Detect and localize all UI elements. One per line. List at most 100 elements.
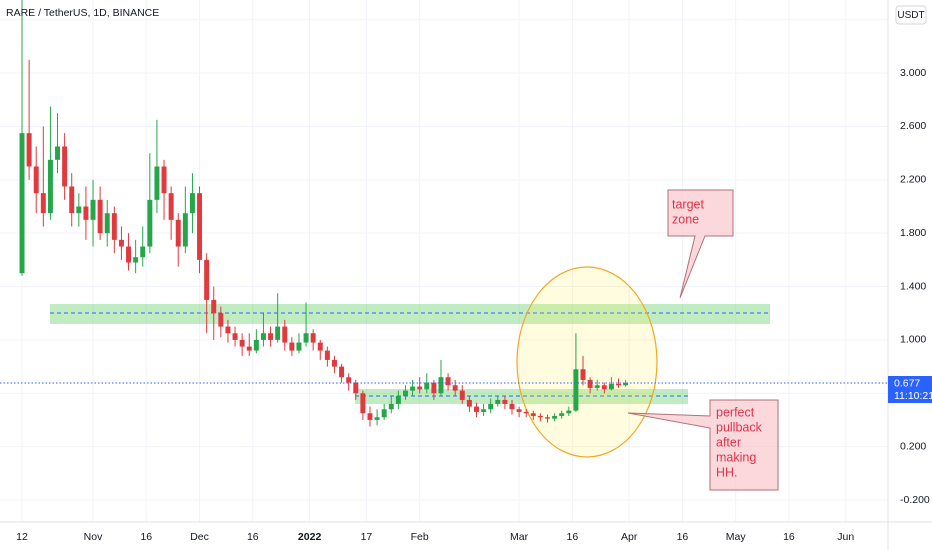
candle-body [225, 326, 231, 334]
x-tick-label: Mar [510, 531, 529, 543]
candle-body [459, 390, 465, 400]
chart-title: RARE / TetherUS, 1D, BINANCE [6, 7, 159, 19]
candle-body [189, 193, 195, 214]
candle-body [452, 385, 458, 391]
candle-body [374, 417, 380, 420]
x-tick-label: Jun [837, 531, 854, 543]
x-tick-label: Feb [411, 531, 429, 543]
candle-body [104, 213, 110, 234]
candle-body [417, 386, 423, 390]
countdown-label: 11:10:21 [894, 390, 932, 402]
candle-body [83, 206, 89, 220]
candle-body [552, 415, 558, 419]
annotation-text: perfect [716, 405, 755, 419]
candle-body [509, 403, 515, 410]
candle-body [204, 259, 210, 300]
candle-body [197, 193, 203, 260]
candle-body [424, 382, 430, 390]
candle-body [616, 383, 621, 386]
highlight-ellipse [516, 266, 658, 458]
annotation-text: after [716, 435, 741, 449]
y-tick-label: 2.600 [900, 120, 926, 132]
candle-body [438, 377, 444, 394]
candle-body [47, 159, 53, 214]
candle-body [19, 133, 25, 274]
callout-box [627, 399, 779, 491]
candle-body [431, 382, 437, 394]
candle-body [76, 206, 82, 214]
candle-body [55, 146, 61, 160]
candle-body [182, 213, 188, 247]
last-price-box [888, 375, 932, 403]
candle-body [282, 326, 288, 343]
axes: -0.2000.2000.6001.0001.4001.8002.2002.60… [16, 14, 930, 543]
currency-label[interactable]: USDT [897, 10, 924, 21]
annotation-text: pullback [716, 420, 763, 434]
candle-body [594, 385, 600, 388]
candle-body [474, 406, 479, 412]
candle-body [246, 346, 252, 351]
candle-body [97, 199, 103, 234]
y-tick-label: 3.000 [900, 67, 926, 79]
last-price-label: 0.677 [894, 377, 920, 389]
x-tick-label: 12 [16, 531, 28, 543]
candle-body [516, 409, 522, 412]
candle-body [260, 333, 266, 340]
candle-body [275, 326, 281, 340]
y-tick-label: 1.000 [900, 334, 926, 346]
callout-box [667, 189, 734, 299]
candle-body [388, 403, 394, 410]
candle-body [161, 166, 167, 194]
candle-body [395, 395, 401, 404]
annotation-text: target [672, 197, 704, 211]
x-tick-label: Apr [621, 531, 638, 543]
candle-body [40, 193, 46, 214]
y-tick-label: 0.200 [900, 440, 926, 452]
x-tick-label: Nov [84, 531, 103, 543]
candles [19, 0, 629, 427]
candle-body [118, 239, 124, 247]
candle-body [488, 403, 494, 410]
x-tick-label: 16 [247, 531, 259, 543]
x-tick-label: May [726, 531, 747, 543]
candle-body [147, 199, 153, 247]
candle-body [495, 399, 501, 404]
x-tick-label: 17 [361, 531, 373, 543]
candle-body [445, 377, 451, 386]
candle-body [33, 166, 39, 194]
candle-body [232, 333, 238, 340]
annotation-text: HH. [716, 465, 738, 479]
candle-body [346, 377, 352, 383]
target-zone [50, 304, 770, 324]
candle-body [537, 415, 543, 418]
candle-body [26, 133, 32, 167]
x-tick-label: 16 [140, 531, 152, 543]
candle-body [268, 333, 274, 340]
candle-body [140, 246, 146, 258]
candle-body [324, 350, 330, 360]
candle-body [353, 382, 359, 394]
candle-body [580, 369, 586, 380]
candle-body [410, 386, 416, 391]
candle-body [573, 369, 579, 411]
candle-body [601, 385, 607, 390]
candle-body [367, 413, 373, 420]
candle-body [339, 366, 345, 378]
x-tick-label: Dec [190, 531, 209, 543]
y-tick-label: -0.200 [900, 494, 930, 506]
x-tick-label: 16 [567, 531, 579, 543]
candle-body [566, 410, 572, 414]
candle-body [360, 393, 366, 414]
x-tick-label: 16 [783, 531, 795, 543]
candle-body [587, 379, 593, 388]
x-tick-label: 2022 [298, 531, 322, 543]
annotation-text: zone [672, 212, 699, 226]
candle-body [502, 399, 508, 404]
candle-body [133, 257, 139, 263]
candle-body [296, 342, 302, 351]
candle-body [402, 390, 408, 396]
candle-body [253, 339, 259, 351]
currency-button[interactable] [895, 5, 927, 25]
